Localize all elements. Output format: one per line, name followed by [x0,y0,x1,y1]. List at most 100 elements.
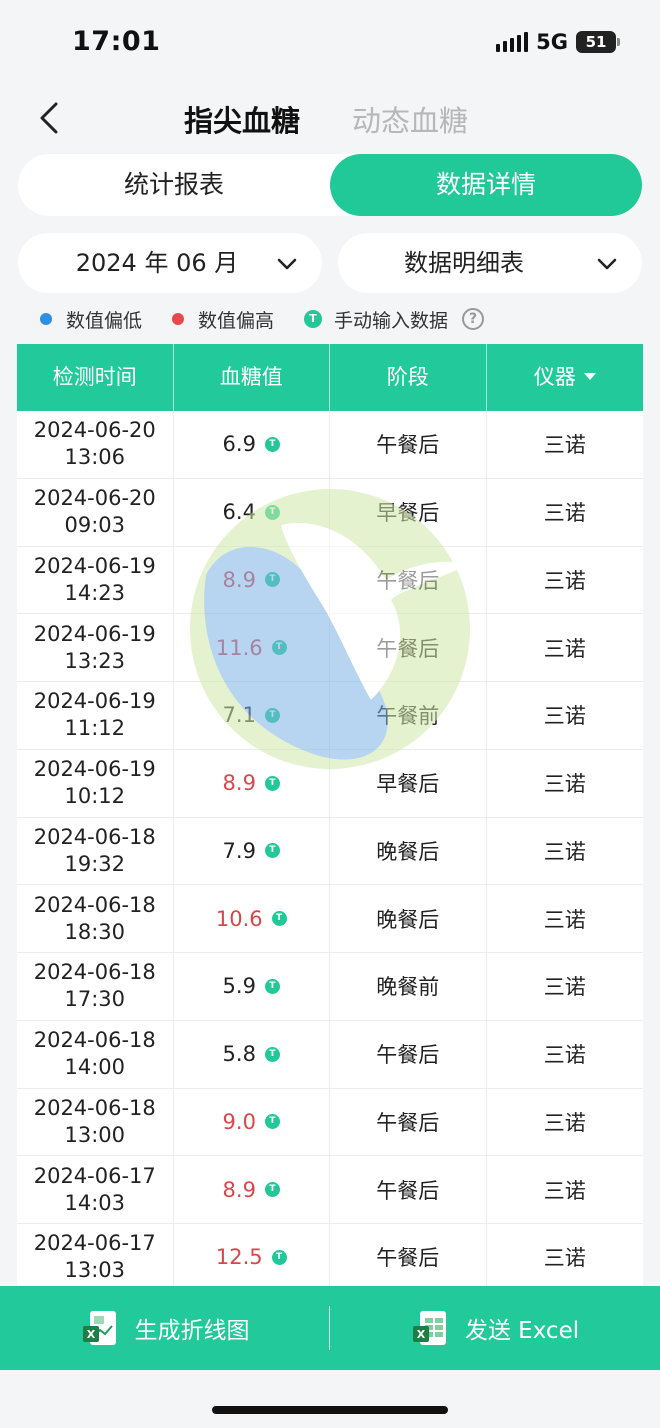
cell-device: 三诺 [543,636,586,661]
cell-glucose-value: 8.9 T [174,749,330,817]
table-row[interactable]: 2024-06-19 13:23 11.6 T 午餐后 三诺 [17,614,643,682]
cell-device: 三诺 [543,1246,586,1271]
glucose-value: 7.9 [222,838,256,863]
cell-time: 09:03 [64,513,126,538]
header-glucose-value-label: 血糖值 [219,365,283,389]
bottom-action-bar: X 生成折线图 X 发送 Excel [0,1286,660,1370]
cell-date: 2024-06-20 [33,418,156,443]
cell-device: 三诺 [543,1178,586,1203]
cell-test-time: 2024-06-18 19:32 [17,817,174,885]
month-selector[interactable]: 2024 年 06 月 [18,233,322,293]
glucose-value: 8.9 [222,1177,256,1202]
cell-date: 2024-06-19 [33,553,156,578]
generate-line-chart-label: 生成折线图 [134,1318,250,1344]
glucose-value: 8.9 [222,771,256,796]
cell-time: 18:30 [64,919,126,944]
legend-low-label: 数值偏低 [66,309,143,332]
manual-input-badge-icon: T [264,1114,280,1130]
glucose-value-wrap: 6.9 T [223,432,280,456]
glucose-value-wrap: 9.0 T [223,1110,280,1134]
glucose-value: 5.8 [222,1042,256,1067]
back-chevron-icon [40,102,58,134]
cell-device: 三诺 [543,501,586,526]
manual-input-badge-icon: T [264,978,280,994]
status-bar: 17:01 5G 51 [0,0,660,88]
excel-file-icon: X [412,1311,446,1345]
home-indicator[interactable] [212,1406,448,1414]
bottom-bar-divider [329,1306,330,1350]
tab-fingertip-glucose[interactable]: 指尖血糖 [184,104,301,138]
glucose-value-wrap: 11.6 T [216,636,287,660]
header-test-time-label: 检测时间 [52,365,137,389]
tab-continuous-glucose[interactable]: 动态血糖 [352,104,469,138]
generate-line-chart-button[interactable]: X 生成折线图 [0,1286,330,1370]
svg-text:X: X [417,1328,426,1341]
table-row[interactable]: 2024-06-18 13:00 9.0 T 午餐后 三诺 [17,1088,643,1157]
header-stage-label: 阶段 [386,365,429,389]
cell-test-time: 2024-06-18 14:00 [17,1020,174,1088]
cell-test-time: 2024-06-20 09:03 [17,478,174,546]
status-time: 17:01 [72,26,161,57]
view-segmented-control: 统计报表 数据详情 [18,154,642,216]
header-device-label: 仪器 [533,365,576,389]
glucose-value-wrap: 8.9 T [223,1178,280,1202]
segment-data-details[interactable]: 数据详情 [330,154,642,216]
table-row[interactable]: 2024-06-17 14:03 8.9 T 午餐后 三诺 [17,1156,643,1224]
cell-stage: 晚餐后 [330,817,487,885]
cell-date: 2024-06-18 [33,1028,156,1053]
cell-stage: 午餐后 [330,1224,487,1291]
cell-test-time: 2024-06-19 14:23 [17,546,174,614]
cell-device: 三诺 [543,704,586,729]
glucose-value: 6.9 [222,432,256,457]
cell-stage: 早餐后 [330,478,487,546]
cell-date: 2024-06-18 [33,824,156,849]
glucose-value-wrap: 7.9 T [223,839,280,863]
table-row[interactable]: 2024-06-18 19:32 7.9 T 晚餐后 三诺 [17,817,643,886]
manual-input-badge-icon: T [264,504,280,520]
chevron-down-icon [277,258,297,270]
cell-glucose-value: 9.0 T [174,1088,330,1156]
glucose-value: 8.9 [222,567,256,592]
caret-down-icon[interactable] [583,372,596,380]
table-row[interactable]: 2024-06-20 09:03 6.4 T 早餐后 三诺 [17,478,643,547]
table-row[interactable]: 2024-06-19 14:23 8.9 T 午餐后 三诺 [17,546,643,615]
glucose-value-wrap: 6.4 T [223,500,280,524]
table-row[interactable]: 2024-06-17 13:03 12.5 T 午餐后 三诺 [17,1224,643,1292]
table-row[interactable]: 2024-06-18 17:30 5.9 T 晚餐前 三诺 [17,953,643,1021]
table-row[interactable]: 2024-06-19 11:12 7.1 T 午餐前 三诺 [17,682,643,750]
segment-statistics-report[interactable]: 统计报表 [123,170,224,199]
table-row[interactable]: 2024-06-19 10:12 8.9 T 早餐后 三诺 [17,749,643,818]
table-row[interactable]: 2024-06-18 18:30 10.6 T 晚餐后 三诺 [17,885,643,953]
back-button[interactable] [30,96,74,140]
manual-input-badge-icon: T [264,436,280,452]
table-row[interactable]: 2024-06-18 14:00 5.8 T 午餐后 三诺 [17,1020,643,1089]
view-type-selector[interactable]: 数据明细表 [338,233,642,293]
cell-test-time: 2024-06-19 10:12 [17,749,174,817]
cell-glucose-value: 11.6 T [174,614,330,681]
glucose-value-wrap: 5.9 T [223,974,280,998]
cell-date: 2024-06-17 [33,1231,156,1256]
header-device[interactable]: 仪器 [487,344,644,411]
legend: 数值偏低 数值偏高 T 手动输入数据 ? [40,305,485,333]
cell-time: 11:12 [64,716,126,741]
cell-stage: 晚餐前 [330,953,487,1020]
glucose-value-wrap: 8.9 T [223,568,280,592]
cell-time: 13:23 [64,648,126,673]
send-excel-label: 发送 Excel [464,1318,580,1344]
glucose-value: 6.4 [222,500,256,525]
manual-input-badge-icon: T [264,1182,280,1198]
table-row[interactable]: 2024-06-20 13:06 6.9 T 午餐后 三诺 [17,411,643,479]
cell-device: 三诺 [543,975,586,1000]
low-dot-icon [40,313,52,325]
glucose-value: 5.9 [222,974,256,999]
cell-stage: 早餐后 [330,749,487,817]
table-header: 检测时间 血糖值 阶段 仪器 [17,344,643,411]
glucose-data-table: 检测时间 血糖值 阶段 仪器 2024-06-20 13:06 6.9 T 午餐后 三诺 2… [17,344,643,1292]
help-icon[interactable]: ? [462,308,485,330]
cell-time: 13:03 [64,1258,126,1283]
cell-test-time: 2024-06-18 13:00 [17,1088,174,1156]
send-excel-button[interactable]: X 发送 Excel [330,1286,660,1370]
manual-input-badge-icon: T [264,843,280,859]
cell-time: 13:00 [64,1122,126,1147]
cell-test-time: 2024-06-17 14:03 [17,1156,174,1223]
